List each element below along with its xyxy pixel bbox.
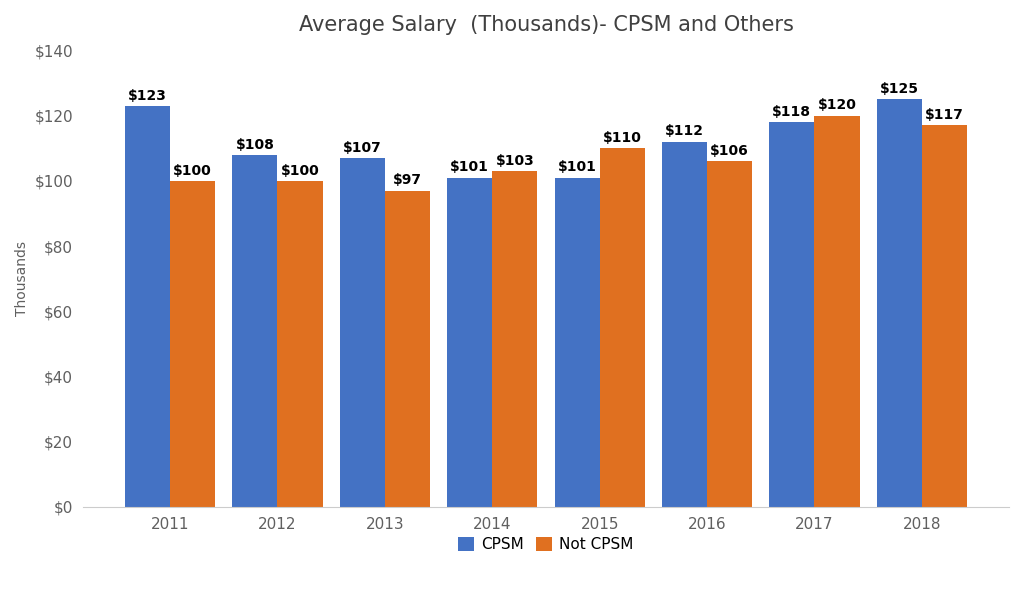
Bar xyxy=(922,125,967,507)
Text: $112: $112 xyxy=(665,125,703,139)
Bar xyxy=(278,181,323,507)
Text: $103: $103 xyxy=(496,154,535,168)
Text: $125: $125 xyxy=(880,82,919,96)
Text: $97: $97 xyxy=(393,174,422,188)
Bar xyxy=(707,162,753,507)
Bar xyxy=(662,142,707,507)
Bar xyxy=(385,191,430,507)
Text: $118: $118 xyxy=(772,105,811,119)
Bar xyxy=(340,158,385,507)
Text: $117: $117 xyxy=(925,108,964,122)
Text: $120: $120 xyxy=(817,99,856,113)
Title: Average Salary  (Thousands)- CPSM and Others: Average Salary (Thousands)- CPSM and Oth… xyxy=(299,15,794,35)
Bar xyxy=(125,106,170,507)
Bar xyxy=(493,171,538,507)
Legend: CPSM, Not CPSM: CPSM, Not CPSM xyxy=(453,531,640,558)
Bar xyxy=(600,148,645,507)
Text: $101: $101 xyxy=(558,160,597,174)
Bar xyxy=(877,99,922,507)
Bar xyxy=(447,178,493,507)
Bar xyxy=(814,116,859,507)
Text: $100: $100 xyxy=(281,163,319,178)
Text: $100: $100 xyxy=(173,163,212,178)
Text: $101: $101 xyxy=(451,160,489,174)
Text: $106: $106 xyxy=(711,144,749,158)
Text: $107: $107 xyxy=(343,141,382,155)
Text: $108: $108 xyxy=(236,137,274,151)
Y-axis label: Thousands: Thousands xyxy=(15,241,29,316)
Bar xyxy=(769,122,814,507)
Bar xyxy=(555,178,600,507)
Bar xyxy=(232,155,278,507)
Text: $110: $110 xyxy=(603,131,642,145)
Bar xyxy=(170,181,215,507)
Text: $123: $123 xyxy=(128,88,167,103)
